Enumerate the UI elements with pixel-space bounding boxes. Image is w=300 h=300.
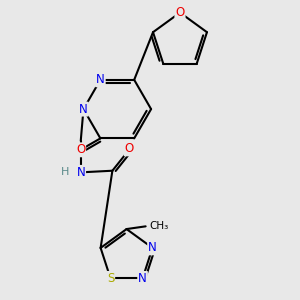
Text: N: N: [96, 73, 105, 86]
Text: S: S: [107, 272, 114, 285]
Text: N: N: [138, 272, 147, 285]
Text: O: O: [76, 143, 85, 156]
Text: N: N: [79, 103, 88, 116]
Text: H: H: [61, 167, 70, 177]
Text: CH₃: CH₃: [149, 221, 169, 231]
Text: O: O: [125, 142, 134, 155]
Text: N: N: [76, 166, 85, 179]
Text: O: O: [176, 6, 184, 19]
Text: N: N: [148, 242, 157, 254]
